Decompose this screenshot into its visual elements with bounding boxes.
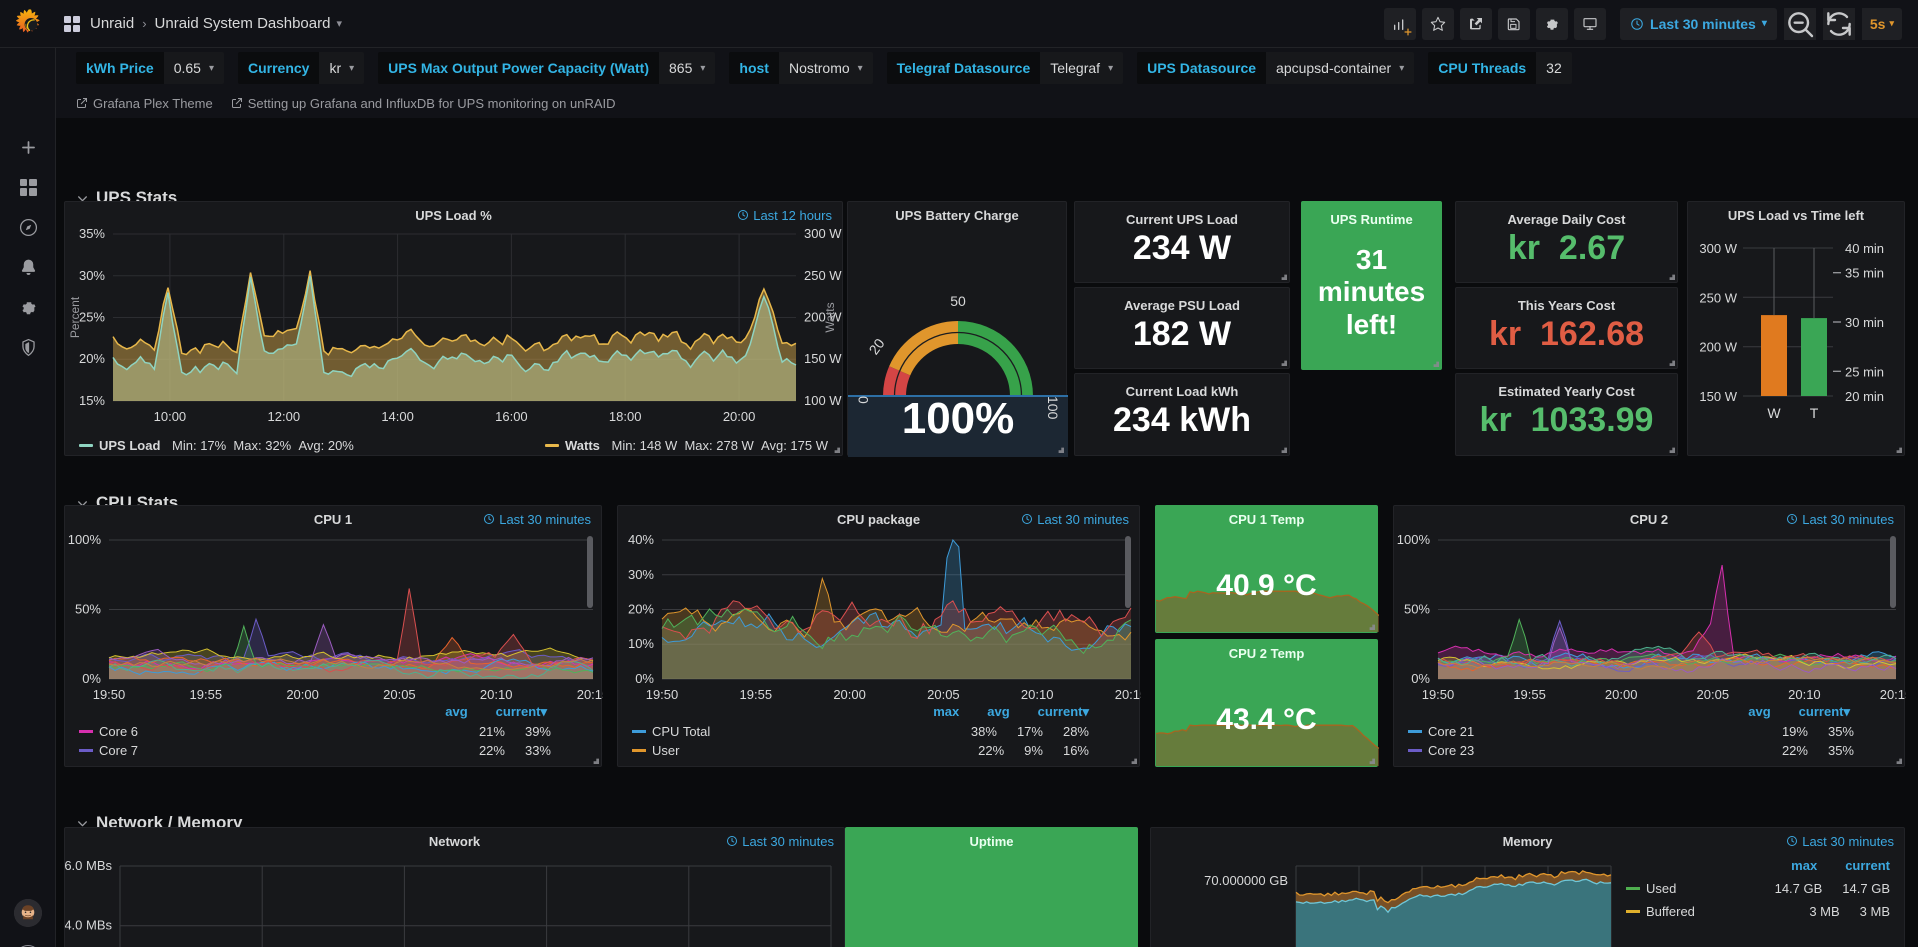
svg-text:150 W: 150 W [1699, 389, 1737, 404]
svg-text:100%: 100% [1397, 532, 1431, 547]
svg-text:20:00: 20:00 [723, 409, 756, 424]
svg-text:20:10: 20:10 [480, 687, 513, 702]
svg-text:19:55: 19:55 [190, 687, 223, 702]
svg-text:6.0 MBs: 6.0 MBs [65, 858, 112, 873]
svg-text:25%: 25% [79, 310, 105, 325]
svg-text:40 min: 40 min [1845, 241, 1884, 256]
svg-text:250 W: 250 W [1699, 290, 1737, 305]
svg-text:20:10: 20:10 [1021, 687, 1054, 702]
svg-text:Watts: Watts [823, 302, 837, 332]
svg-text:19:50: 19:50 [646, 687, 679, 702]
svg-text:0%: 0% [82, 671, 101, 686]
svg-text:20:00: 20:00 [1605, 687, 1638, 702]
svg-text:0: 0 [855, 396, 871, 404]
svg-text:20:05: 20:05 [927, 687, 960, 702]
svg-text:300 W: 300 W [1699, 241, 1737, 256]
svg-text:100%: 100% [902, 394, 1015, 443]
svg-text:250 W: 250 W [804, 268, 842, 283]
svg-text:0%: 0% [1411, 671, 1430, 686]
svg-text:35 min: 35 min [1845, 266, 1884, 281]
svg-text:100: 100 [1045, 396, 1061, 420]
svg-text:25 min: 25 min [1845, 364, 1884, 379]
svg-text:20:00: 20:00 [286, 687, 319, 702]
svg-text:50%: 50% [75, 602, 101, 617]
svg-text:19:55: 19:55 [1513, 687, 1546, 702]
svg-text:100 W: 100 W [804, 393, 842, 408]
svg-text:50: 50 [950, 293, 966, 309]
svg-text:30%: 30% [628, 567, 654, 582]
svg-text:16:00: 16:00 [495, 409, 528, 424]
svg-text:20:00: 20:00 [833, 687, 866, 702]
svg-text:150 W: 150 W [804, 351, 842, 366]
svg-text:18:00: 18:00 [609, 409, 642, 424]
svg-text:35%: 35% [79, 228, 105, 241]
svg-text:20%: 20% [628, 602, 654, 617]
svg-text:0%: 0% [635, 671, 654, 686]
svg-text:300 W: 300 W [804, 228, 842, 241]
svg-text:30%: 30% [79, 268, 105, 283]
svg-text:20:05: 20:05 [1697, 687, 1730, 702]
svg-text:30 min: 30 min [1845, 315, 1884, 330]
svg-text:19:50: 19:50 [1422, 687, 1455, 702]
svg-text:20:10: 20:10 [1788, 687, 1821, 702]
svg-text:W: W [1767, 405, 1781, 421]
svg-text:20 min: 20 min [1845, 389, 1884, 404]
svg-text:12:00: 12:00 [268, 409, 301, 424]
svg-text:4.0 MBs: 4.0 MBs [65, 918, 112, 933]
svg-text:70.000000 GB: 70.000000 GB [1204, 873, 1288, 888]
svg-text:20:05: 20:05 [383, 687, 416, 702]
svg-text:20: 20 [866, 335, 888, 357]
svg-text:200 W: 200 W [1699, 340, 1737, 355]
svg-text:19:55: 19:55 [740, 687, 773, 702]
svg-text:19:50: 19:50 [93, 687, 126, 702]
svg-text:Percent: Percent [68, 296, 82, 338]
svg-text:20%: 20% [79, 351, 105, 366]
svg-text:14:00: 14:00 [381, 409, 414, 424]
svg-text:10:00: 10:00 [154, 409, 187, 424]
svg-text:T: T [1810, 405, 1819, 421]
svg-text:100%: 100% [68, 532, 102, 547]
svg-text:40%: 40% [628, 532, 654, 547]
svg-text:10%: 10% [628, 636, 654, 651]
svg-text:15%: 15% [79, 393, 105, 408]
svg-text:50%: 50% [1404, 602, 1430, 617]
